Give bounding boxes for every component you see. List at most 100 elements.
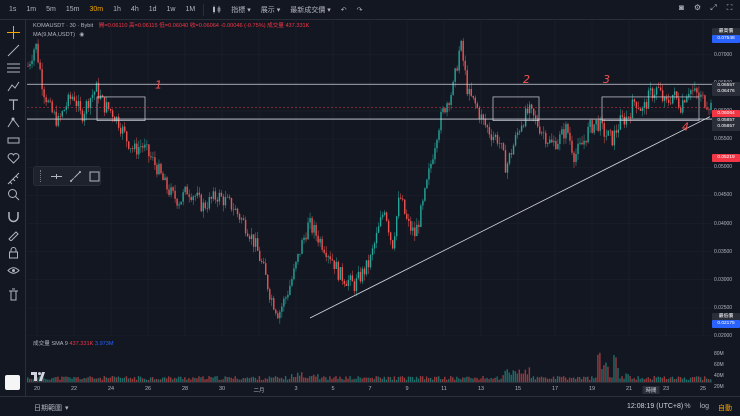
candle-body (442, 108, 444, 112)
time-axis[interactable]: 20 22 24 26 28 30 二月 3 5 7 9 11 13 15 17 19 21 23 25 時間 (27, 382, 712, 396)
timeframe-4h[interactable]: 4h (130, 6, 139, 13)
candle-body (307, 222, 309, 240)
lock-tool[interactable] (5, 244, 21, 260)
volume-bar (276, 377, 279, 382)
volume-bar (357, 376, 359, 382)
candle-type-button[interactable] (207, 5, 226, 14)
rectangle-icon[interactable] (89, 171, 100, 182)
timeframe-15m[interactable]: 15m (65, 6, 80, 13)
volume-bar (556, 376, 559, 382)
log-toggle[interactable]: log (699, 403, 709, 410)
candle-body (619, 115, 622, 130)
candle-body (313, 224, 315, 233)
symbol-row: KOMAUSDT · 30 · Bybit 開=0.06110 高=0.0611… (33, 22, 309, 31)
text-tool[interactable] (5, 96, 21, 112)
drag-handle-icon[interactable] (40, 170, 43, 182)
candle-body (63, 109, 65, 112)
volume-bar (305, 377, 307, 382)
redo-button[interactable]: ↷ (352, 6, 368, 14)
candle-body (162, 173, 164, 181)
volume-bar (59, 379, 61, 382)
horizontal-line-icon[interactable] (51, 171, 62, 182)
time-label: 20 (33, 386, 41, 392)
zoom-tool[interactable] (5, 186, 21, 202)
volume-bar (182, 379, 184, 382)
price-scale[interactable]: 0.070000.065000.060000.055000.050000.045… (712, 21, 740, 390)
fullscreen-icon[interactable]: ⤢ (710, 3, 717, 12)
volume-bar (458, 378, 460, 382)
date-range-button[interactable]: 日期範圍 ▾ (34, 403, 69, 413)
undo-button[interactable]: ↶ (336, 6, 352, 14)
volume-bar (671, 376, 674, 382)
candle-body (526, 108, 529, 114)
volume-bar (79, 379, 81, 382)
measure-tool[interactable] (5, 132, 21, 148)
volume-chart[interactable] (27, 336, 712, 382)
timeframe-5m[interactable]: 5m (46, 6, 56, 13)
timeframe-1s[interactable]: 1s (9, 6, 17, 13)
timeframe-1m[interactable]: 1m (26, 6, 37, 13)
indicators-button[interactable]: 指標 ▾ (226, 5, 256, 15)
candle-body (337, 261, 339, 280)
lock-drawings-tool[interactable] (5, 226, 21, 242)
price-chart[interactable]: 1 2 3 4 (27, 21, 712, 336)
pattern-tool[interactable] (5, 78, 21, 94)
timeframe-1w[interactable]: 1w (166, 6, 176, 13)
volume-scale-label: 80M (714, 351, 724, 357)
candle-body (140, 146, 142, 148)
candle-body (524, 108, 527, 127)
candle-body (448, 103, 450, 105)
settings-icon[interactable]: ⚙ (693, 3, 702, 12)
avatar[interactable] (5, 375, 20, 390)
ruler-tool[interactable] (5, 170, 21, 186)
magnet-tool[interactable] (5, 208, 21, 224)
timeframe-1M[interactable]: 1M (185, 6, 196, 13)
trash-icon (8, 288, 18, 300)
display-button[interactable]: 展示 ▾ (256, 5, 286, 15)
expand-icon[interactable]: ⛶ (726, 3, 733, 12)
candle-body (708, 109, 710, 111)
auto-toggle[interactable]: 自動 (718, 405, 732, 412)
favorites-tool[interactable] (5, 150, 21, 166)
volume-bar (97, 378, 99, 382)
candle-body (452, 81, 454, 95)
candle-body (353, 281, 356, 292)
node-tool[interactable] (5, 114, 21, 130)
volume-bar (423, 379, 426, 382)
fib-tool[interactable] (5, 60, 21, 76)
visibility-tool[interactable] (5, 262, 21, 278)
volume-bar (486, 377, 488, 382)
annotation-number: 3 (603, 73, 610, 86)
trendline-tool[interactable] (5, 42, 21, 58)
percent-toggle[interactable]: % (684, 403, 691, 410)
candle-body (603, 123, 605, 137)
timeframe-30m[interactable]: 30m (89, 6, 104, 13)
trendline-icon[interactable] (70, 170, 81, 182)
candle-body (357, 271, 360, 279)
candle-body (202, 202, 204, 212)
camera-icon[interactable]: ◙ (679, 3, 684, 12)
volume-bar (655, 377, 657, 382)
range-box[interactable] (492, 96, 540, 121)
volume-bar (363, 377, 365, 382)
delete-tool[interactable] (5, 286, 21, 302)
volume-bar (226, 377, 228, 382)
candle-body (539, 126, 541, 134)
candle-body (629, 116, 632, 118)
timeframe-1h[interactable]: 1h (113, 6, 121, 13)
crosshair-tool[interactable] (5, 24, 21, 40)
ascending-trendline[interactable] (309, 116, 711, 319)
timeframe-1d[interactable]: 1d (148, 6, 157, 13)
range-box[interactable] (96, 96, 146, 121)
volume-bar (677, 376, 680, 382)
volume-bar (159, 379, 162, 382)
volume-bar (405, 379, 408, 382)
candle-body (214, 191, 217, 200)
latest-trade-button[interactable]: 最新成交價 ▾ (285, 5, 336, 15)
candle-body (464, 60, 466, 71)
candle-body (406, 213, 408, 219)
volume-bar (689, 377, 692, 382)
eye-icon[interactable]: ◉ (79, 32, 85, 38)
volume-bar (234, 376, 236, 382)
range-box[interactable] (601, 96, 700, 121)
